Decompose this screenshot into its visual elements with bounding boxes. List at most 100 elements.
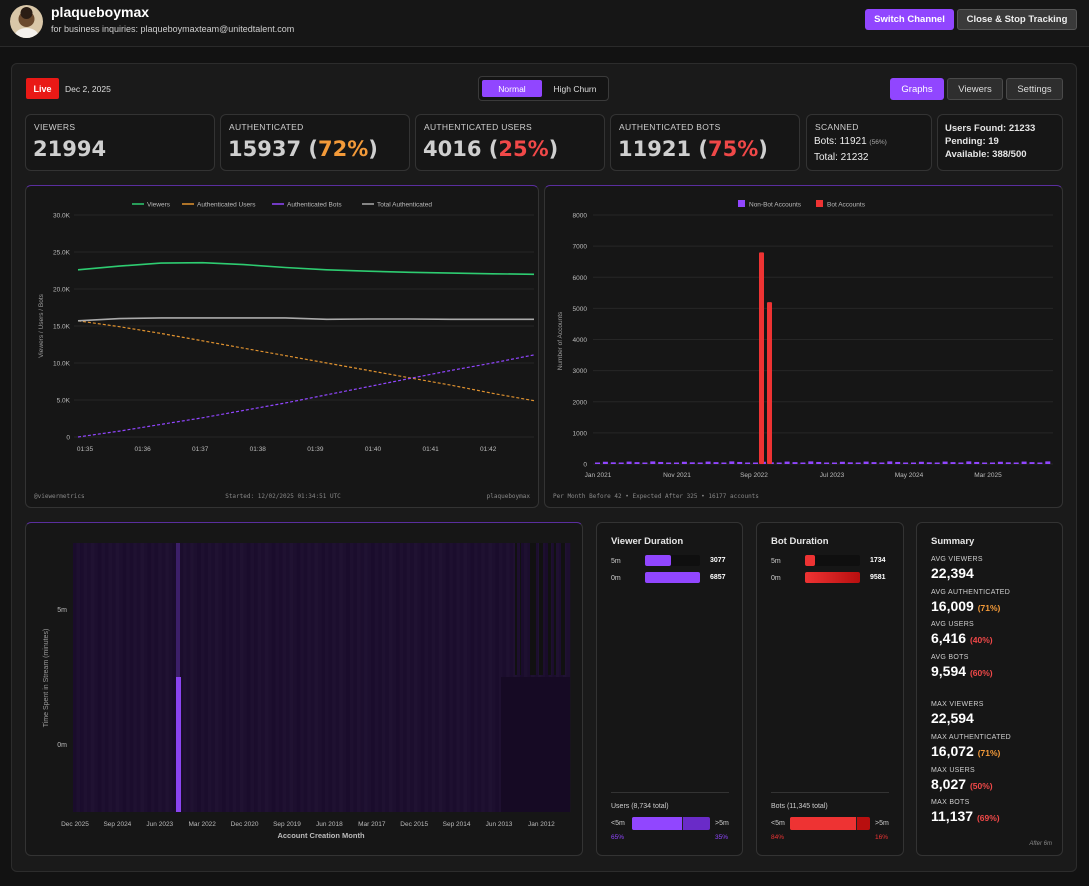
close-stop-tracking-button[interactable]: Close & Stop Tracking [957, 9, 1077, 30]
legend-swatch-bot [816, 200, 823, 207]
nonbot-bar [721, 462, 727, 464]
x-tick-label: Mar 2022 [188, 821, 216, 828]
nonbot-bar [958, 462, 964, 464]
nonbot-bar [855, 462, 861, 464]
graphs-button[interactable]: Graphs [890, 78, 944, 100]
vd-divider [611, 792, 729, 793]
nonbot-bar [697, 462, 703, 464]
heatmap-empty [539, 543, 543, 675]
x-tick-label: Dec 2025 [61, 821, 89, 828]
vd-row-0m-bar [645, 572, 700, 583]
heatmap-cell [364, 543, 368, 812]
heatmap-cell [374, 543, 379, 812]
heatmap-cell [115, 543, 120, 812]
mode-high-churn-button[interactable]: High Churn [553, 83, 597, 94]
nonbot-bar [1005, 462, 1011, 464]
top-bar: plaqueboymax for business inquiries: pla… [0, 0, 1089, 47]
x-tick-label: 01:42 [480, 446, 497, 453]
nonbot-bar [634, 462, 640, 464]
account-creation-bar-chart: Non-Bot Accounts Bot Accounts 0 1000 2000 300… [553, 200, 1053, 500]
heatmap-cell [307, 543, 312, 812]
heatmap-cell [328, 543, 333, 812]
y-tick-label: 6000 [573, 275, 588, 282]
vd-row-5m-label: 5m [611, 558, 621, 565]
heatmap-cell [264, 543, 269, 812]
nonbot-bar [650, 461, 656, 464]
bot-bar-0 [759, 252, 764, 464]
x-tick-label: 01:36 [134, 446, 151, 453]
viewers-button[interactable]: Viewers [947, 78, 1003, 100]
auth-bots-label: AUTHENTICATED BOTS [619, 122, 721, 132]
x-tick-label: Jun 2013 [486, 821, 513, 828]
footer-mid: Started: 12/02/2025 01:34:51 UTC [225, 493, 341, 500]
auth-users-pct: 25% [498, 137, 549, 161]
heatmap-cell [317, 543, 322, 812]
vd-row-0m-track [645, 572, 700, 583]
heatmap-cell [314, 543, 319, 812]
line-chart-panel: Viewers Authenticated Users Authenticated … [25, 185, 539, 508]
nonbot-bar [887, 461, 893, 464]
nonbot-bar [713, 462, 719, 464]
x-tick-label: 01:40 [365, 446, 382, 453]
y-axis-label: Number of Accounts [557, 311, 564, 370]
mode-normal-button[interactable]: Normal [482, 80, 542, 97]
y-axis-label: Viewers / Users / Bots [38, 293, 45, 358]
x-tick-label: Sep 2024 [103, 821, 131, 828]
vd-row-0m-value: 6857 [710, 574, 726, 581]
users-found: Users Found: 21233 [945, 123, 1036, 134]
x-tick-label: 01:37 [192, 446, 209, 453]
duration-heatmap: 5m 0m Time Spent in Stream (minutes) Dec 20… [43, 543, 571, 840]
heatmap-cell [97, 543, 102, 812]
heatmap-cell [325, 543, 329, 812]
heatmap-cell [399, 543, 404, 812]
settings-button[interactable]: Settings [1006, 78, 1063, 100]
heatmap-cell [388, 543, 393, 812]
heatmap-cell [168, 543, 173, 812]
legend-label-nonbot: Non-Bot Accounts [749, 202, 802, 209]
heatmap-cell [293, 543, 297, 812]
nonbot-bar [871, 462, 877, 464]
heatmap-cell [200, 543, 205, 812]
heatmap-cell [367, 543, 372, 812]
auth-users-card: AUTHENTICATED USERS 4016 (25%) [415, 114, 605, 171]
bd-left-label: <5m [771, 820, 785, 827]
y-tick-label: 1000 [573, 430, 588, 437]
switch-channel-button[interactable]: Switch Channel [865, 9, 954, 30]
footer-left: @viewermetrics [34, 493, 85, 500]
heatmap-cell [239, 543, 244, 812]
heatmap-empty [530, 543, 536, 675]
legend-label-0: Viewers [147, 202, 171, 209]
viewer-duration-panel: Viewer Duration 5m 3077 0m 6857 Users (8… [596, 522, 743, 856]
viewers-card: VIEWERS 21994 [25, 114, 215, 171]
channel-name: plaqueboymax [51, 4, 150, 20]
nonbot-bar [674, 462, 679, 464]
series-line-2 [77, 354, 535, 438]
heatmap-cell [385, 543, 390, 812]
heatmap-cell [477, 543, 482, 812]
heatmap-cell [342, 543, 347, 812]
x-tick-label: Dec 2020 [231, 821, 259, 828]
heatmap-cell [197, 543, 202, 812]
bot-duration-title: Bot Duration [771, 536, 829, 547]
heatmap-cell [499, 543, 503, 812]
viewers-label: VIEWERS [34, 122, 76, 132]
bd-left-pct: 84% [771, 834, 785, 841]
heatmap-cell [144, 543, 148, 812]
heatmap-cell [417, 543, 422, 812]
authenticated-pct: 72% [317, 137, 369, 161]
nonbot-bar [982, 462, 988, 464]
bd-row-0m-value: 9581 [870, 574, 886, 581]
nonbot-bar [642, 462, 648, 464]
heatmap-cell [193, 543, 198, 812]
x-tick-label: Sep 2022 [740, 472, 768, 479]
heatmap-cell [467, 543, 471, 812]
nonbot-bar [863, 461, 869, 464]
heatmap-cell [87, 543, 92, 812]
x-tick-label: Nov 2021 [663, 472, 691, 479]
heatmap-cell [186, 543, 191, 812]
nonbot-bar [990, 462, 995, 464]
nonbot-bar [832, 462, 837, 464]
heatmap-cell [183, 543, 187, 812]
heatmap-cell [392, 543, 397, 812]
bd-row-5m-value: 1734 [870, 557, 886, 564]
